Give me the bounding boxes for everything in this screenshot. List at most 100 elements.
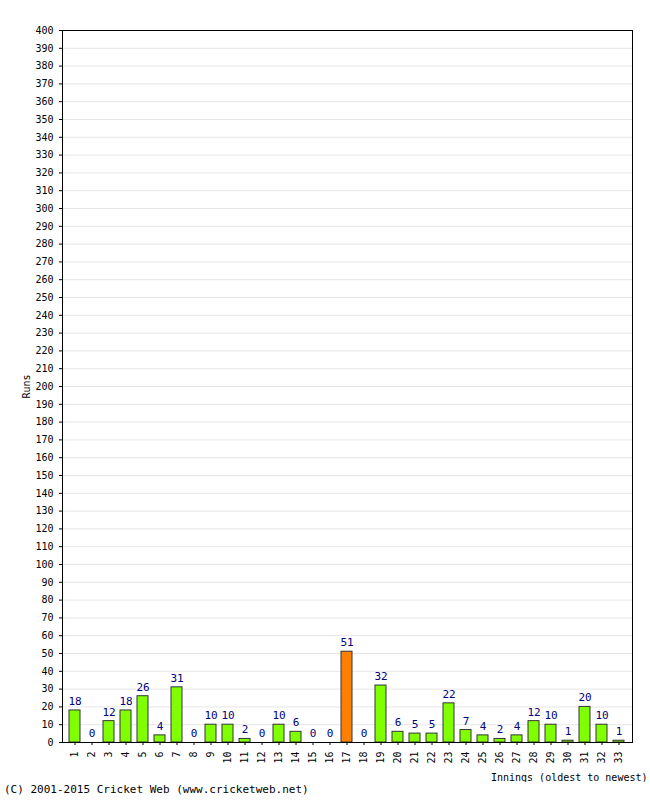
svg-text:330: 330 <box>35 149 53 160</box>
svg-text:50: 50 <box>41 648 53 659</box>
svg-text:10: 10 <box>595 709 608 722</box>
svg-text:140: 140 <box>35 488 53 499</box>
svg-text:13: 13 <box>273 752 284 764</box>
svg-text:290: 290 <box>35 221 53 232</box>
svg-text:18: 18 <box>119 695 132 708</box>
svg-text:21: 21 <box>409 752 420 764</box>
svg-text:2: 2 <box>86 752 97 758</box>
svg-text:23: 23 <box>443 752 454 764</box>
svg-text:26: 26 <box>136 681 149 694</box>
svg-text:20: 20 <box>41 701 53 712</box>
svg-text:10: 10 <box>221 709 234 722</box>
svg-text:24: 24 <box>460 752 471 764</box>
svg-text:25: 25 <box>477 752 488 764</box>
svg-text:5: 5 <box>137 752 148 758</box>
svg-text:90: 90 <box>41 577 53 588</box>
svg-text:220: 220 <box>35 345 53 356</box>
svg-text:6: 6 <box>395 716 402 729</box>
svg-text:6: 6 <box>293 716 300 729</box>
svg-text:12: 12 <box>256 752 267 764</box>
svg-text:12: 12 <box>102 706 115 719</box>
svg-text:60: 60 <box>41 630 53 641</box>
svg-text:260: 260 <box>35 274 53 285</box>
svg-text:10: 10 <box>544 709 557 722</box>
svg-text:7: 7 <box>463 715 470 728</box>
svg-text:1: 1 <box>69 752 80 758</box>
svg-text:360: 360 <box>35 96 53 107</box>
svg-text:22: 22 <box>426 752 437 764</box>
svg-text:1: 1 <box>565 725 572 738</box>
svg-text:230: 230 <box>35 327 53 338</box>
svg-text:4: 4 <box>480 720 487 733</box>
svg-text:22: 22 <box>442 688 455 701</box>
svg-text:17: 17 <box>341 752 352 764</box>
svg-text:Innings (oldest to newest): Innings (oldest to newest) <box>491 772 648 783</box>
svg-text:20: 20 <box>392 752 403 764</box>
svg-text:10: 10 <box>272 709 285 722</box>
svg-text:7: 7 <box>171 752 182 758</box>
svg-text:40: 40 <box>41 666 53 677</box>
svg-text:5: 5 <box>429 718 436 731</box>
svg-text:300: 300 <box>35 203 53 214</box>
svg-text:28: 28 <box>528 752 539 764</box>
svg-text:18: 18 <box>68 695 81 708</box>
svg-text:80: 80 <box>41 594 53 605</box>
svg-text:Runs: Runs <box>21 374 32 398</box>
svg-text:4: 4 <box>514 720 521 733</box>
svg-text:30: 30 <box>41 683 53 694</box>
svg-text:0: 0 <box>327 727 334 740</box>
svg-text:15: 15 <box>307 752 318 764</box>
svg-text:0: 0 <box>191 727 198 740</box>
svg-text:4: 4 <box>120 752 131 758</box>
svg-text:2: 2 <box>242 723 249 736</box>
svg-text:190: 190 <box>35 399 53 410</box>
svg-text:19: 19 <box>375 752 386 764</box>
svg-text:32: 32 <box>374 670 387 683</box>
svg-text:10: 10 <box>204 709 217 722</box>
svg-text:200: 200 <box>35 381 53 392</box>
svg-text:31: 31 <box>579 752 590 764</box>
svg-text:390: 390 <box>35 43 53 54</box>
svg-text:12: 12 <box>527 706 540 719</box>
svg-text:350: 350 <box>35 114 53 125</box>
svg-text:130: 130 <box>35 505 53 516</box>
svg-text:8: 8 <box>188 752 199 758</box>
svg-text:100: 100 <box>35 559 53 570</box>
svg-text:2: 2 <box>497 723 504 736</box>
svg-text:70: 70 <box>41 612 53 623</box>
svg-text:0: 0 <box>259 727 266 740</box>
svg-text:180: 180 <box>35 416 53 427</box>
svg-text:250: 250 <box>35 292 53 303</box>
svg-text:310: 310 <box>35 185 53 196</box>
svg-text:5: 5 <box>412 718 419 731</box>
svg-text:340: 340 <box>35 132 53 143</box>
svg-text:110: 110 <box>35 541 53 552</box>
svg-text:26: 26 <box>494 752 505 764</box>
svg-text:280: 280 <box>35 238 53 249</box>
svg-text:30: 30 <box>562 752 573 764</box>
svg-text:120: 120 <box>35 523 53 534</box>
svg-text:240: 240 <box>35 310 53 321</box>
svg-text:16: 16 <box>324 752 335 764</box>
svg-text:0: 0 <box>89 727 96 740</box>
svg-text:14: 14 <box>290 752 301 764</box>
svg-text:4: 4 <box>157 720 164 733</box>
svg-text:51: 51 <box>340 636 353 649</box>
svg-text:27: 27 <box>511 752 522 764</box>
svg-text:0: 0 <box>310 727 317 740</box>
svg-text:210: 210 <box>35 363 53 374</box>
svg-text:10: 10 <box>41 719 53 730</box>
svg-text:0: 0 <box>47 737 53 748</box>
svg-text:380: 380 <box>35 60 53 71</box>
svg-text:9: 9 <box>205 752 216 758</box>
svg-text:370: 370 <box>35 78 53 89</box>
svg-text:320: 320 <box>35 167 53 178</box>
svg-text:10: 10 <box>222 752 233 764</box>
svg-text:18: 18 <box>358 752 369 764</box>
svg-text:1: 1 <box>616 725 623 738</box>
svg-text:20: 20 <box>578 691 591 704</box>
svg-text:11: 11 <box>239 752 250 764</box>
svg-text:29: 29 <box>545 752 556 764</box>
svg-text:31: 31 <box>170 672 183 685</box>
svg-text:6: 6 <box>154 752 165 758</box>
